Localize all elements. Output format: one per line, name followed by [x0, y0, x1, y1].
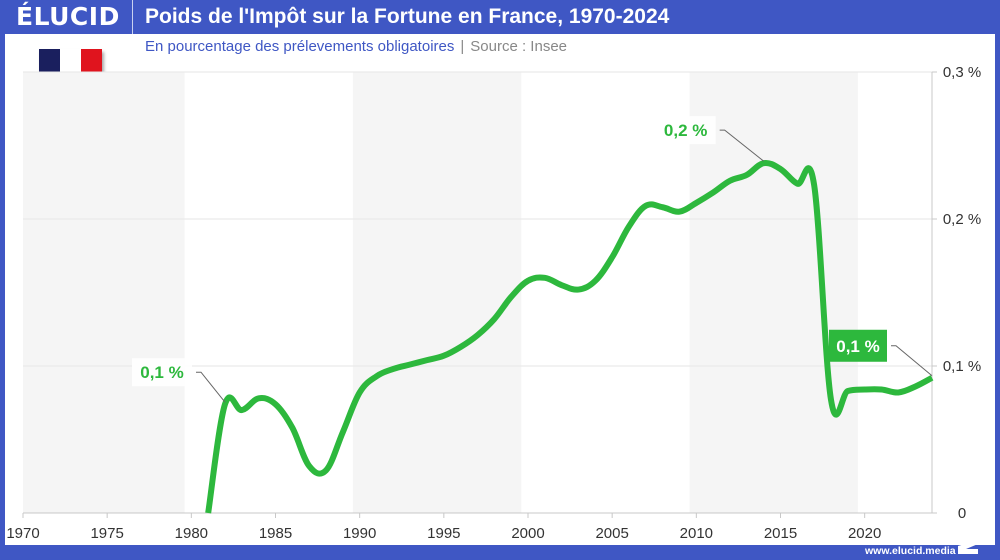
subtitle-text: En pourcentage des prélevements obligato… [145, 38, 455, 55]
x-axis-ticks: 1970 1975 1980 1985 1990 1995 2000 2005 2010 2015… [6, 513, 881, 542]
y-tick-label: 0 [958, 505, 966, 522]
x-tick-label: 1970 [6, 525, 39, 542]
footer-url[interactable]: www.elucid.media [865, 545, 956, 557]
x-tick-label: 1980 [175, 525, 208, 542]
x-tick-label: 1990 [343, 525, 376, 542]
x-tick-label: 1995 [427, 525, 460, 542]
x-tick-label: 2005 [595, 525, 628, 542]
y-tick-label: 0,2 % [943, 211, 981, 228]
annotation-label: 0,1 % [140, 363, 183, 382]
shaded-band [23, 72, 185, 513]
shaded-band [352, 72, 522, 513]
series-layer [205, 159, 934, 514]
annotation-label: 0,2 % [664, 121, 707, 140]
annotation-label: 0,1 % [836, 337, 879, 356]
x-tick-label: 2020 [848, 525, 881, 542]
series-line [205, 159, 934, 514]
y-tick-label: 0,1 % [943, 358, 981, 375]
x-tick-label: 1975 [90, 525, 123, 542]
source-text: Source : Insee [470, 38, 568, 55]
y-axis-ticks: 0 0,1 % 0,2 % 0,3 % [932, 64, 981, 522]
annotation-box [829, 329, 887, 362]
x-tick-label: 2000 [511, 525, 544, 542]
subtitle-separator: | [460, 38, 465, 55]
shaded-band [689, 72, 858, 513]
header-separator [132, 0, 133, 34]
x-tick-label: 2010 [680, 525, 713, 542]
chart-title: Poids de l'Impôt sur la Fortune en Franc… [145, 5, 670, 28]
x-tick-label: 1985 [259, 525, 292, 542]
annotation-leader [891, 345, 933, 377]
shaded-bands [23, 72, 858, 513]
y-tick-label: 0,3 % [943, 64, 981, 81]
annotation-box [132, 358, 192, 387]
annotation-leader [719, 129, 764, 162]
annotations: 0,1 % 0,2 % 0,1 % [132, 116, 933, 403]
annotation-leader [196, 371, 226, 403]
chart-subtitle: En pourcentage des prélevements obligato… [145, 38, 567, 55]
elucid-mark-icon [958, 540, 978, 554]
x-tick-label: 2015 [764, 525, 797, 542]
annotation-box [655, 116, 716, 145]
elucid-logo: ÉLUCID [16, 2, 120, 31]
header-bar: ÉLUCID Poids de l'Impôt sur la Fortune e… [0, 0, 1000, 34]
